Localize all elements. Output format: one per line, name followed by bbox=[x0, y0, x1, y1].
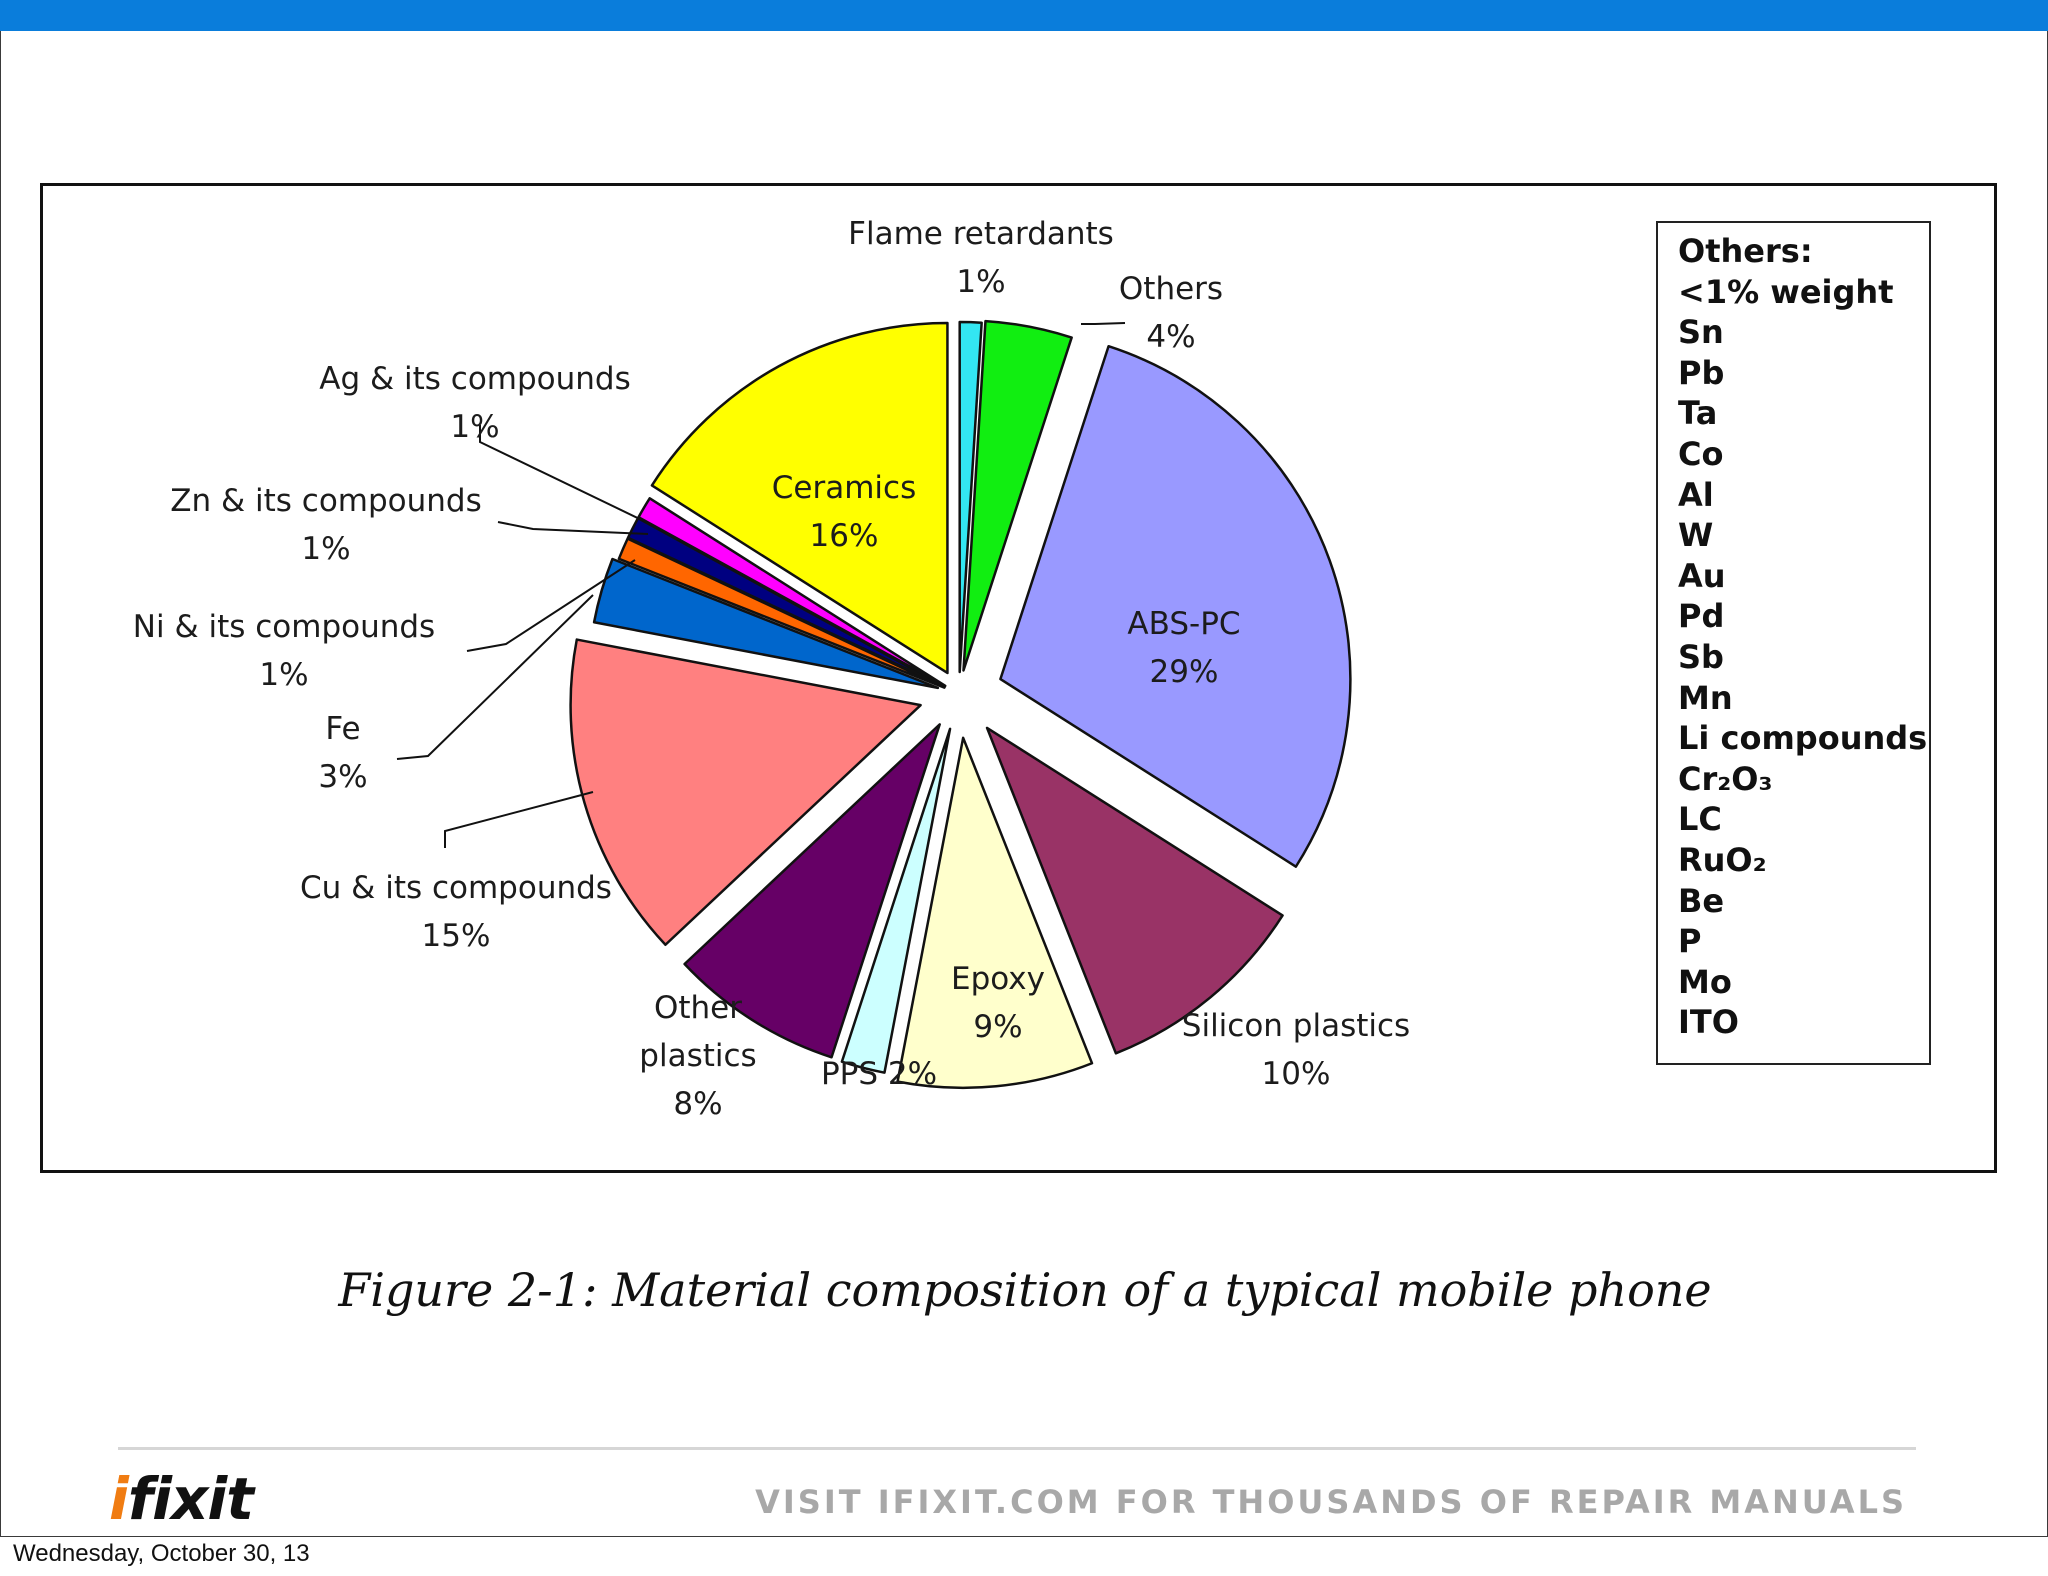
slice-label: Ag & its compounds bbox=[319, 361, 631, 397]
pie-slice bbox=[840, 727, 952, 1074]
pie-slice bbox=[999, 344, 1352, 868]
slice-label: Others bbox=[1119, 271, 1223, 307]
slice-label: Other bbox=[654, 990, 742, 1026]
slice-value-label: 9% bbox=[973, 1009, 1022, 1045]
slice-label: ABS-PC bbox=[1127, 606, 1240, 642]
others-item: Sb bbox=[1678, 637, 1724, 676]
others-item: LC bbox=[1678, 800, 1722, 839]
others-item: Co bbox=[1678, 434, 1724, 473]
leader-line bbox=[479, 425, 649, 524]
others-item: W bbox=[1678, 516, 1714, 555]
leader-line bbox=[1081, 322, 1126, 325]
others-item: Mo bbox=[1678, 962, 1732, 1001]
leader-line bbox=[396, 594, 594, 760]
slice-value-label: 1% bbox=[450, 409, 499, 445]
slice-label: Ceramics bbox=[772, 470, 916, 506]
others-legend-list: Sn Pb Ta Co Al W Au Pd Sb Mn Li compound… bbox=[1678, 312, 1929, 1043]
slice-value-label: 1% bbox=[301, 531, 350, 567]
others-item: Ta bbox=[1678, 394, 1718, 433]
slide: Flame retardants 1% Others 4% ABS-PC 29% Silic… bbox=[0, 31, 2048, 1537]
slice-value-label: 4% bbox=[1146, 319, 1195, 355]
others-item: Pb bbox=[1678, 353, 1725, 392]
others-item: ITO bbox=[1678, 1003, 1739, 1042]
slice-value-label: 3% bbox=[318, 759, 367, 795]
others-item: RuO₂ bbox=[1678, 840, 1767, 879]
pie-slice bbox=[637, 497, 947, 688]
slice-value-label: 29% bbox=[1150, 654, 1219, 690]
pie-slice bbox=[896, 736, 1094, 1090]
top-bar bbox=[0, 0, 2048, 31]
ifixit-logo: ifixit bbox=[109, 1465, 254, 1533]
pie-slice bbox=[569, 638, 922, 947]
slice-label: plastics bbox=[639, 1038, 756, 1074]
pie-slice bbox=[985, 726, 1284, 1055]
footer-tagline: VISIT IFIXIT.COM FOR THOUSANDS OF REPAIR… bbox=[755, 1483, 1907, 1521]
pie-slice bbox=[962, 319, 1073, 672]
others-item: Be bbox=[1678, 881, 1725, 920]
others-item: Au bbox=[1678, 556, 1726, 595]
leader-line bbox=[497, 521, 649, 535]
slice-value-label: 16% bbox=[810, 518, 879, 554]
others-item: Pd bbox=[1678, 597, 1725, 636]
slice-label: PPS 2% bbox=[821, 1056, 937, 1092]
slice-label: Silicon plastics bbox=[1182, 1008, 1410, 1044]
others-item: Al bbox=[1678, 475, 1714, 514]
logo-prefix: i bbox=[109, 1465, 129, 1533]
slice-label: Fe bbox=[325, 711, 360, 747]
logo-text: fixit bbox=[127, 1465, 254, 1533]
slice-value-label: 1% bbox=[259, 657, 308, 693]
footer-divider bbox=[118, 1447, 1916, 1450]
slice-label: Flame retardants bbox=[848, 216, 1114, 252]
slice-value-label: 10% bbox=[1262, 1056, 1331, 1092]
slice-label: Epoxy bbox=[951, 961, 1045, 997]
others-legend-box: Others: <1% weight Sn Pb Ta Co Al W Au P… bbox=[1656, 221, 1931, 1065]
figure-box: Flame retardants 1% Others 4% ABS-PC 29% Silic… bbox=[40, 183, 1997, 1173]
others-item: Li compounds bbox=[1678, 719, 1928, 758]
others-item: Cr₂O₃ bbox=[1678, 759, 1773, 798]
leader-line bbox=[444, 791, 594, 848]
others-legend-subtitle: <1% weight bbox=[1678, 272, 1894, 311]
slide-date: Wednesday, October 30, 13 bbox=[13, 1540, 310, 1567]
pie-slice bbox=[683, 723, 941, 1059]
pie-slice bbox=[958, 320, 983, 674]
slice-label: Cu & its compounds bbox=[300, 870, 612, 906]
slice-value-label: 8% bbox=[673, 1086, 722, 1122]
slice-value-label: 15% bbox=[422, 918, 491, 954]
others-item: P bbox=[1678, 922, 1702, 961]
slice-label: Zn & its compounds bbox=[170, 483, 482, 519]
slice-value-label: 1% bbox=[956, 264, 1005, 300]
others-item: Sn bbox=[1678, 313, 1724, 352]
pie-slice bbox=[650, 321, 949, 675]
leader-line bbox=[466, 559, 636, 652]
others-legend-title: Others: bbox=[1678, 232, 1813, 270]
others-item: Mn bbox=[1678, 678, 1733, 717]
pie-chart: Flame retardants 1% Others 4% ABS-PC 29% Silic… bbox=[133, 216, 1410, 1122]
figure-caption: Figure 2-1: Material composition of a ty… bbox=[338, 1263, 1712, 1317]
slice-label: Ni & its compounds bbox=[133, 609, 435, 645]
pie-slice bbox=[592, 557, 940, 690]
